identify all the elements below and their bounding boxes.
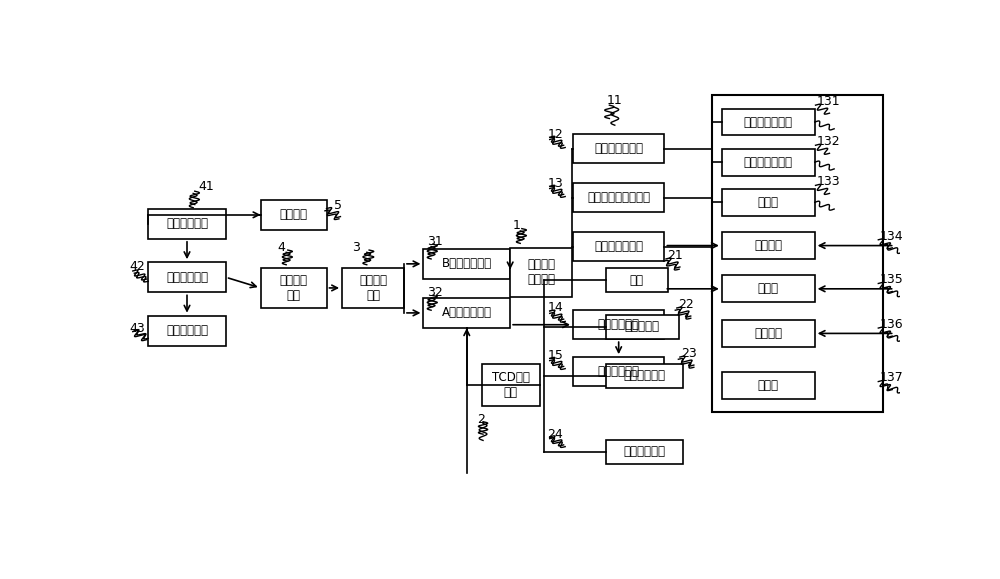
Text: 检测帽: 检测帽 (758, 196, 779, 209)
Text: 41: 41 (199, 180, 214, 193)
Text: 光纤二: 光纤二 (758, 379, 779, 391)
Text: A信号处理单元: A信号处理单元 (442, 306, 492, 320)
FancyBboxPatch shape (423, 298, 510, 328)
FancyBboxPatch shape (573, 310, 664, 339)
Text: 43: 43 (129, 321, 145, 335)
Text: 量子态光电发射单元: 量子态光电发射单元 (587, 191, 650, 204)
Text: 光电子检测组件: 光电子检测组件 (594, 240, 643, 253)
FancyBboxPatch shape (606, 315, 679, 339)
Text: 显示模块: 显示模块 (280, 208, 308, 221)
FancyBboxPatch shape (148, 208, 226, 239)
Text: 电极丝一: 电极丝一 (754, 239, 782, 252)
FancyBboxPatch shape (722, 372, 815, 398)
Text: 5: 5 (334, 199, 342, 212)
Text: 诱发电位
检测模块: 诱发电位 检测模块 (527, 258, 555, 287)
Text: 排获检测单元: 排获检测单元 (598, 365, 640, 378)
Text: 14: 14 (547, 302, 563, 314)
Text: 光纤一: 光纤一 (758, 283, 779, 295)
Text: 42: 42 (129, 260, 145, 273)
Text: 131: 131 (817, 95, 841, 108)
Text: 3: 3 (352, 241, 360, 254)
Text: 信号处理
模块: 信号处理 模块 (359, 274, 387, 302)
Text: 134: 134 (880, 230, 903, 243)
FancyBboxPatch shape (148, 316, 226, 346)
Text: 132: 132 (817, 135, 841, 148)
FancyBboxPatch shape (573, 183, 664, 212)
FancyBboxPatch shape (573, 134, 664, 163)
Text: 23: 23 (681, 347, 697, 360)
Text: 11: 11 (607, 94, 623, 107)
FancyBboxPatch shape (722, 320, 815, 347)
Text: 21: 21 (668, 250, 683, 262)
Text: TCD检测
模块: TCD检测 模块 (492, 371, 530, 399)
Text: 12: 12 (547, 127, 563, 141)
FancyBboxPatch shape (261, 200, 326, 230)
Text: 探头: 探头 (630, 274, 644, 287)
Text: 1: 1 (512, 219, 520, 232)
Text: 第二双通道探针: 第二双通道探针 (744, 156, 793, 168)
Text: 数据分析
模块: 数据分析 模块 (280, 274, 308, 302)
Text: B信号处理单元: B信号处理单元 (442, 257, 492, 270)
FancyBboxPatch shape (148, 262, 226, 292)
FancyBboxPatch shape (573, 232, 664, 261)
Text: 数据融合单元: 数据融合单元 (166, 271, 208, 284)
FancyBboxPatch shape (606, 364, 683, 389)
FancyBboxPatch shape (722, 189, 815, 216)
FancyBboxPatch shape (722, 232, 815, 259)
Text: 超声换能器: 超声换能器 (625, 320, 660, 334)
Text: 136: 136 (880, 318, 903, 331)
Text: 22: 22 (678, 298, 694, 312)
FancyBboxPatch shape (606, 439, 683, 464)
FancyBboxPatch shape (261, 268, 326, 308)
FancyBboxPatch shape (722, 109, 815, 135)
Text: 32: 32 (427, 286, 443, 299)
FancyBboxPatch shape (342, 268, 404, 308)
FancyBboxPatch shape (482, 364, 540, 406)
Text: 2: 2 (478, 413, 486, 426)
Text: 听觉诱发电位仪: 听觉诱发电位仪 (594, 142, 643, 155)
FancyBboxPatch shape (423, 249, 510, 279)
FancyBboxPatch shape (510, 248, 572, 297)
Text: 137: 137 (880, 372, 904, 384)
Text: 13: 13 (547, 177, 563, 190)
FancyBboxPatch shape (722, 276, 815, 302)
Text: 超声波传感器: 超声波传感器 (623, 445, 665, 459)
Text: 24: 24 (547, 428, 563, 441)
Text: 135: 135 (880, 273, 904, 287)
Text: 电极丝二: 电极丝二 (754, 327, 782, 340)
Text: 31: 31 (427, 234, 443, 248)
Text: 133: 133 (817, 175, 841, 188)
FancyBboxPatch shape (606, 268, 668, 292)
FancyBboxPatch shape (722, 149, 815, 175)
FancyBboxPatch shape (573, 357, 664, 386)
Text: 数据优化单元: 数据优化单元 (166, 217, 208, 230)
Text: 光信号处理端: 光信号处理端 (598, 318, 640, 331)
Text: 综合分析单元: 综合分析单元 (166, 324, 208, 337)
Text: 第一双通道探针: 第一双通道探针 (744, 116, 793, 129)
Text: 15: 15 (547, 349, 563, 362)
Text: 超声波收发器: 超声波收发器 (623, 369, 665, 383)
Text: 4: 4 (277, 241, 285, 254)
